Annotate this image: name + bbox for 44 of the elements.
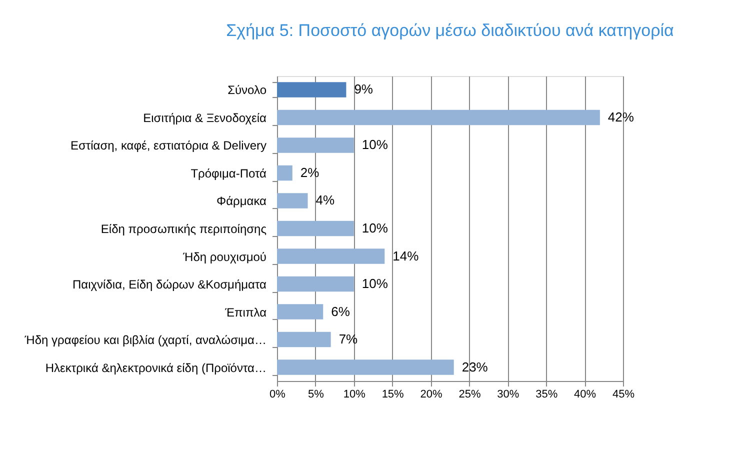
data-label: 2% [300, 164, 320, 180]
x-tick-label: 20% [420, 388, 442, 400]
y-tick-label: Ηλεκτρικά &ηλεκτρονικά είδη (Προϊόντα… [45, 360, 266, 375]
bar [277, 82, 346, 98]
x-tick-label: 35% [536, 388, 558, 400]
bar [277, 165, 292, 181]
x-tick-label: 30% [497, 388, 520, 400]
data-label: 10% [362, 276, 388, 292]
bar [277, 360, 454, 375]
data-label: 6% [331, 304, 350, 319]
data-label: 4% [316, 192, 335, 208]
data-label: 10% [362, 137, 388, 152]
bar [277, 138, 354, 153]
data-label: 9% [354, 82, 374, 97]
y-tick-label: Ήδη γραφείου και βιβλία (χαρτί, αναλώσιμα… [24, 333, 266, 348]
y-tick-label: Φάρμακα [216, 194, 267, 208]
y-tick-label: Ήδη ρουχισμού [182, 250, 266, 264]
data-label: 42% [608, 109, 634, 124]
chart-title: Σχήμα 5: Ποσοστό αγορών μέσω διαδικτύου ανά κατηγορία [226, 21, 674, 40]
x-tick-label: 40% [574, 388, 596, 400]
y-tick-label: Παιχνίδια, Είδη δώρων &Κοσμήματα [72, 278, 267, 292]
y-tick-label: Είδη προσωπικής περιποίησης [100, 222, 267, 236]
bar [277, 248, 385, 264]
bar [277, 193, 308, 208]
x-tick-label: 10% [343, 388, 366, 400]
y-tick-label: Έπιπλα [224, 305, 267, 320]
data-label: 7% [338, 332, 358, 347]
bar [277, 332, 331, 348]
data-label: 10% [362, 220, 388, 236]
data-label: 23% [462, 359, 488, 374]
y-tick-label: Τρόφιμα-Ποτά [190, 166, 267, 180]
bar [277, 304, 324, 320]
bar [277, 110, 600, 126]
x-tick-label: 25% [458, 388, 481, 400]
x-tick-label: 15% [382, 388, 404, 400]
x-tick-label: 5% [308, 388, 324, 400]
y-tick-label: Εισιτήρια & Ξενοδοχεία [143, 110, 267, 125]
x-tick-label: 0% [270, 388, 286, 400]
bar [277, 220, 354, 236]
x-tick-label: 45% [612, 388, 635, 400]
y-tick-label: Σύνολο [228, 83, 267, 98]
data-label: 14% [392, 248, 420, 264]
y-tick-label: Εστίαση, καφέ, εστιατόρια & Delivery [70, 138, 266, 153]
bar [277, 276, 354, 292]
